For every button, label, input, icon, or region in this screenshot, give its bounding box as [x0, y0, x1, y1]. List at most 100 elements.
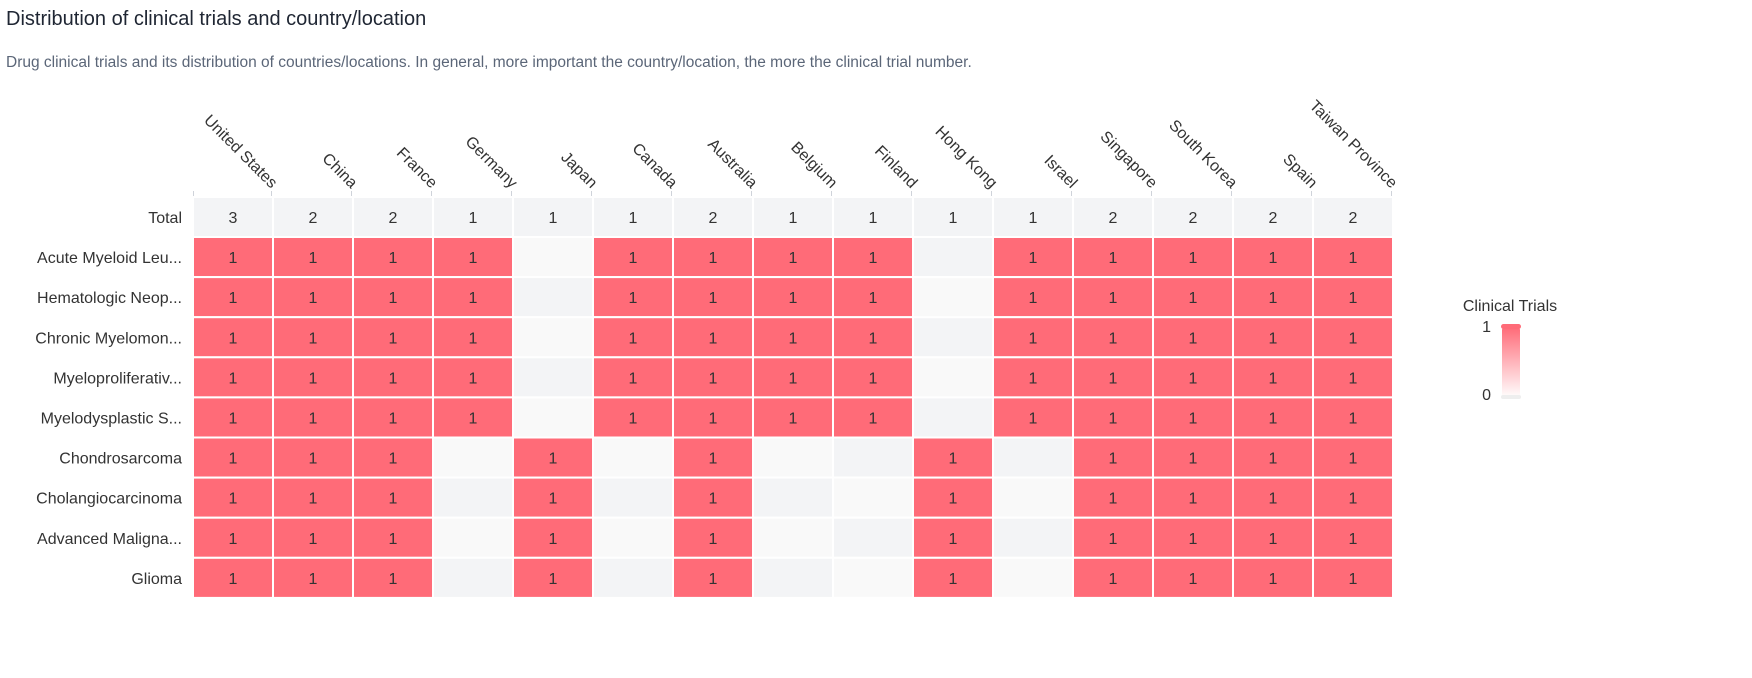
cell-value: 1: [709, 410, 718, 427]
cell-value: 1: [869, 330, 878, 347]
cell-value: 1: [1029, 330, 1038, 347]
cell-value: 1: [309, 330, 318, 347]
total-value: 2: [1269, 210, 1278, 227]
cell-value: 1: [1269, 410, 1278, 427]
row-label: Glioma: [131, 571, 182, 588]
cell-value: 1: [1269, 290, 1278, 307]
heatmap-cells: 3221112111122221111111111111111111111111…: [193, 197, 1393, 598]
cell-value: 1: [1189, 531, 1198, 548]
cell-value: 1: [1189, 410, 1198, 427]
cell-value: 1: [309, 370, 318, 387]
total-value: 2: [1349, 210, 1358, 227]
cell-value: 1: [709, 531, 718, 548]
heatmap-cell: [753, 558, 833, 598]
cell-value: 1: [309, 250, 318, 267]
column-label: Spain: [1279, 151, 1320, 192]
cell-value: 1: [709, 491, 718, 508]
cell-value: 1: [1189, 491, 1198, 508]
cell-value: 1: [389, 451, 398, 468]
cell-value: 1: [709, 571, 718, 588]
cell-value: 1: [309, 451, 318, 468]
row-labels: TotalAcute Myeloid Leu...Hematologic Neo…: [35, 210, 182, 588]
cell-value: 1: [629, 370, 638, 387]
heatmap-cell: [913, 317, 993, 357]
cell-value: 1: [869, 250, 878, 267]
cell-value: 1: [1189, 250, 1198, 267]
cell-value: 1: [789, 410, 798, 427]
cell-value: 1: [1109, 491, 1118, 508]
cell-value: 1: [1189, 451, 1198, 468]
cell-value: 1: [229, 451, 238, 468]
legend-min-label: 0: [1482, 387, 1491, 404]
legend-min-handle[interactable]: [1501, 395, 1521, 399]
row-label: Advanced Maligna...: [37, 531, 182, 548]
heatmap-cell: [913, 237, 993, 277]
row-label: Myelodysplastic S...: [41, 410, 182, 427]
cell-value: 1: [1349, 410, 1358, 427]
cell-value: 1: [229, 491, 238, 508]
row-label-total: Total: [148, 210, 182, 227]
cell-value: 1: [949, 571, 958, 588]
column-label: Germany: [462, 133, 521, 192]
row-label: Cholangiocarcinoma: [36, 491, 182, 508]
cell-value: 1: [389, 290, 398, 307]
cell-value: 1: [309, 571, 318, 588]
cell-value: 1: [709, 250, 718, 267]
cell-value: 1: [1109, 531, 1118, 548]
column-label: Israel: [1041, 152, 1081, 192]
cell-value: 1: [1109, 410, 1118, 427]
column-label: Taiwan Province: [1306, 97, 1400, 191]
cell-value: 1: [1029, 290, 1038, 307]
cell-value: 1: [389, 571, 398, 588]
row-label: Chondrosarcoma: [59, 451, 182, 468]
cell-value: 1: [389, 370, 398, 387]
column-label: South Korea: [1165, 117, 1240, 192]
cell-value: 1: [1269, 491, 1278, 508]
heatmap-cell: [993, 558, 1073, 598]
column-label: Hong Kong: [932, 123, 1001, 192]
cell-value: 1: [1109, 330, 1118, 347]
cell-value: 1: [1189, 571, 1198, 588]
cell-value: 1: [469, 410, 478, 427]
total-value: 1: [869, 210, 878, 227]
cell-value: 1: [1349, 290, 1358, 307]
legend-max-handle[interactable]: [1501, 324, 1521, 329]
cell-value: 1: [1349, 250, 1358, 267]
column-label: France: [393, 145, 440, 192]
legend-gradient-bar: [1502, 327, 1520, 398]
cell-value: 1: [1029, 370, 1038, 387]
cell-value: 1: [709, 290, 718, 307]
total-value: 1: [549, 210, 558, 227]
heatmap-cell: [513, 237, 593, 277]
column-labels: United StatesChinaFranceGermanyJapanCana…: [194, 97, 1401, 196]
column-label: Japan: [557, 149, 600, 192]
cell-value: 1: [229, 250, 238, 267]
column-label: China: [319, 150, 361, 192]
cell-value: 1: [1109, 250, 1118, 267]
cell-value: 1: [389, 410, 398, 427]
total-value: 1: [629, 210, 638, 227]
cell-value: 1: [629, 250, 638, 267]
heatmap-cell: [913, 357, 993, 397]
cell-value: 1: [949, 531, 958, 548]
heatmap-cell: [753, 518, 833, 558]
cell-value: 1: [389, 250, 398, 267]
cell-value: 1: [469, 250, 478, 267]
cell-value: 1: [469, 290, 478, 307]
cell-value: 1: [229, 330, 238, 347]
cell-value: 1: [1269, 571, 1278, 588]
heatmap-cell: [433, 478, 513, 518]
cell-value: 1: [1349, 451, 1358, 468]
cell-value: 1: [1349, 370, 1358, 387]
cell-value: 1: [389, 491, 398, 508]
heatmap-cell: [753, 478, 833, 518]
total-value: 1: [469, 210, 478, 227]
cell-value: 1: [1189, 370, 1198, 387]
legend-title: Clinical Trials: [1463, 298, 1557, 315]
cell-value: 1: [629, 330, 638, 347]
cell-value: 1: [789, 290, 798, 307]
cell-value: 1: [709, 370, 718, 387]
heatmap-cell: [513, 357, 593, 397]
cell-value: 1: [949, 491, 958, 508]
cell-value: 1: [1029, 410, 1038, 427]
